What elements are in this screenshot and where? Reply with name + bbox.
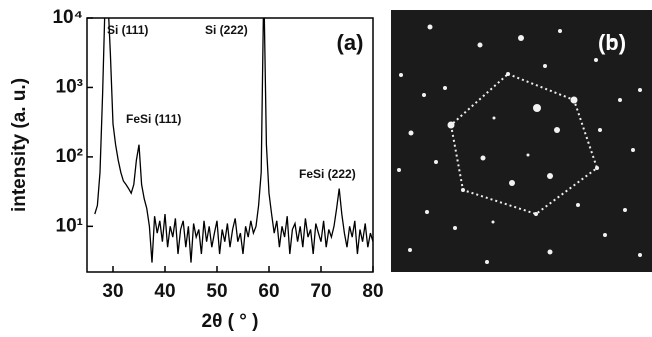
panel-label: (a)	[337, 30, 364, 55]
image-label: (b)	[598, 30, 626, 55]
xrd-chart: 30 40 50 60 70 80 10¹ 10² 10³ 10⁴ 2θ ( ° ) intensit…	[9, 0, 384, 332]
figure: 30 40 50 60 70 80 10¹ 10² 10³ 10⁴ 2θ ( ° ) intensit…	[0, 0, 652, 337]
x-tick-label: 70	[310, 281, 331, 302]
diffraction-image: (b)	[391, 10, 652, 272]
y-tick-label: 10¹	[56, 215, 83, 236]
x-tick-label: 80	[362, 281, 383, 302]
peak-annotation: Si (111)	[107, 23, 148, 37]
x-tick-label: 40	[154, 281, 175, 302]
peak-annotation: FeSi (111)	[126, 112, 181, 126]
y-tick-label: 10⁴	[52, 7, 83, 28]
x-tick-label: 50	[206, 281, 227, 302]
peak-annotation: Si (222)	[205, 23, 248, 37]
y-tick-label: 10²	[56, 146, 83, 167]
x-tick-label: 30	[102, 281, 123, 302]
peak-annotation: FeSi (222)	[299, 167, 356, 181]
y-tick-label: 10³	[56, 76, 83, 97]
y-axis-label: intensity (a. u.)	[9, 78, 30, 212]
x-tick-label: 60	[258, 281, 279, 302]
data-line	[95, 0, 373, 263]
x-axis-label: 2θ ( ° )	[202, 311, 259, 332]
